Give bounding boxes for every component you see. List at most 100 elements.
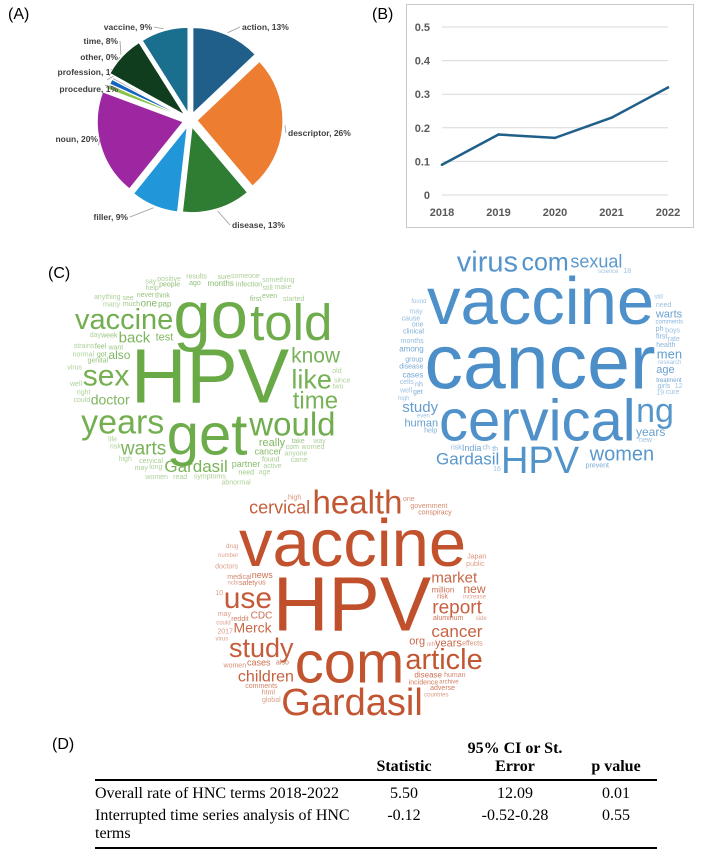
cloud-word-conspiracy: conspiracy — [418, 510, 452, 517]
cloud-word-gardasil: Gardasil — [436, 450, 499, 469]
cloud-word-risk: risk — [110, 444, 121, 451]
cloud-word-women: women — [589, 444, 654, 466]
row-p-value: 0.01 — [602, 785, 630, 802]
cloud-word-years: years — [435, 637, 462, 649]
pie-label-vaccine: vaccine, 9% — [104, 22, 153, 32]
cloud-word-gardasil: Gardasil — [281, 682, 423, 724]
pie-slice-time — [108, 41, 186, 116]
cloud-word-anything: anything — [94, 294, 121, 301]
table-header-blank — [95, 740, 353, 780]
cloud-word-new: new — [639, 437, 653, 444]
cloud-word-would: would — [248, 406, 335, 443]
pie-leader-line — [98, 138, 101, 146]
cloud-word-many: many — [103, 301, 121, 308]
table-header-p: p value — [591, 758, 641, 775]
cloud-word-treatment: treatment — [656, 378, 682, 384]
cloud-word-came: came — [291, 457, 308, 464]
line-point-2022 — [666, 86, 670, 89]
cloud-word-health: health — [656, 342, 675, 349]
y-tick-label: 0.4 — [415, 56, 431, 68]
cloud-word-gardasil: Gardasil — [164, 457, 227, 476]
cloud-word-2017: 2017 — [217, 628, 233, 635]
cloud-word-public: public — [466, 561, 485, 568]
cloud-word-like: like — [291, 365, 332, 395]
cloud-word-also: also — [108, 348, 130, 362]
cloud-word-12: 12 — [675, 383, 683, 390]
cloud-word-incidence: incidence — [409, 679, 439, 686]
cloud-word-also: also — [276, 660, 289, 667]
cloud-word-first: first — [250, 296, 261, 303]
cloud-word-found: found — [262, 456, 280, 463]
cloud-word-people: people — [159, 282, 180, 289]
cloud-word-take: take — [291, 438, 304, 445]
cloud-word-hpv: HPV — [131, 334, 290, 420]
cloud-word-years: years — [636, 425, 665, 439]
cloud-word-human: human — [444, 672, 466, 679]
cloud-word-even: even — [262, 293, 277, 300]
pie-label-filler: filler, 9% — [94, 212, 129, 222]
cloud-word-cdc: CDC — [251, 611, 273, 622]
cloud-word-ph: ph — [656, 326, 664, 333]
cloud-word-million: million — [432, 585, 455, 594]
cloud-word-active: active — [263, 463, 281, 470]
cloud-word-way: way — [312, 438, 326, 445]
row-statistic: -0.12 — [387, 807, 421, 824]
cloud-word-hpv: HPV — [501, 440, 580, 482]
cloud-word-men: men — [657, 347, 682, 362]
line-chart: 0 0.1 0.2 0.3 0.4 0.5 2018 2019 2020 2021 2022 — [415, 22, 681, 219]
pie-slice-vaccine — [141, 26, 189, 116]
panel-label-c: (C) — [48, 265, 71, 282]
cloud-word-report: report — [432, 597, 482, 618]
cloud-word-nh: nh — [415, 381, 423, 388]
cloud-word-article: article — [405, 644, 482, 676]
cloud-word-go: go — [173, 278, 248, 353]
cloud-word-nih: nih — [427, 642, 435, 648]
cloud-word-high: high — [288, 494, 301, 501]
pie-leader-line — [227, 26, 241, 34]
cloud-word-sexual: sexual — [570, 251, 622, 271]
cloud-word-one: one — [403, 496, 415, 503]
cloud-word-side: side — [476, 616, 488, 622]
cloud-word-still: still — [263, 285, 274, 292]
cloud-word-com: com — [286, 444, 299, 451]
cloud-word-well: well — [69, 381, 83, 388]
cloud-word-may: may — [409, 309, 423, 316]
cloud-word-hpv: HPV — [273, 562, 432, 648]
cloud-word-com: com — [521, 248, 568, 276]
cloud-word-first: first — [656, 334, 667, 341]
cloud-word-got: got — [97, 352, 107, 359]
cloud-word-months: months — [401, 338, 424, 345]
pie-label-profession: profession, 1% — [58, 67, 119, 77]
cloud-word-months: months — [208, 279, 234, 288]
table-header-statistic: Statistic — [376, 758, 432, 775]
cloud-word-think: think — [155, 293, 170, 300]
cloud-word-could: could — [216, 620, 230, 626]
cloud-word-vaccine: vaccine — [427, 264, 654, 339]
cloud-word-virus: virus — [216, 637, 229, 643]
cloud-word-feel: feel — [95, 344, 107, 351]
cloud-word-much: much — [123, 301, 140, 308]
pie-chart: action, 13% descriptor, 26% disease, 13% fi… — [55, 22, 351, 230]
cloud-word-cases: cases — [402, 370, 423, 379]
cloud-word-right: right — [77, 390, 91, 397]
row-label: Overall rate of HNC terms 2018-2022 — [95, 785, 339, 802]
cloud-word-adverse: adverse — [430, 685, 455, 692]
cloud-word-see: see — [122, 295, 133, 302]
cloud-word-need: need — [656, 302, 672, 309]
cloud-word-may: may — [218, 611, 232, 618]
cloud-word-get: get — [167, 402, 248, 467]
cloud-word-use: use — [224, 582, 272, 615]
cloud-word-doctors: doctors — [215, 563, 238, 570]
cloud-word-abnormal: abnormal — [221, 479, 251, 486]
cloud-word-make: make — [274, 284, 291, 291]
cloud-word-sex: sex — [83, 360, 130, 393]
pie-leader-line — [284, 125, 287, 134]
line-point-2018 — [440, 163, 444, 167]
y-tick-label: 0.5 — [415, 22, 430, 34]
cloud-word-global: global — [262, 697, 281, 704]
cloud-word-vaccine: vaccine — [75, 304, 173, 336]
cloud-word-long: long — [149, 464, 162, 471]
row-ci: -0.52-0.28 — [481, 807, 549, 824]
